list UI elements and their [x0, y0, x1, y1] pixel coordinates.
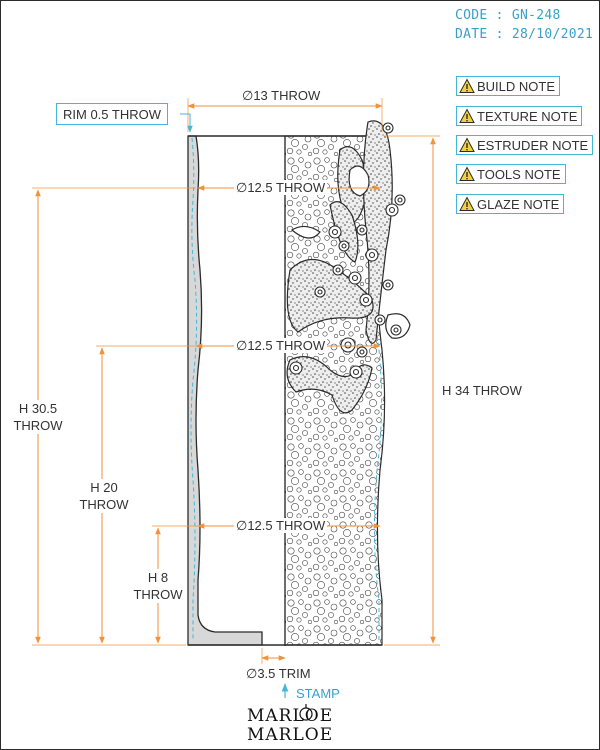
- diameter-upper-label: ∅12.5 THROW: [234, 180, 328, 195]
- rim-thickness-label: RIM 0.5 THROW: [56, 103, 168, 125]
- tools-note-button[interactable]: TOOLS NOTE: [456, 164, 566, 184]
- estruder-note-label: ESTRUDER NOTE: [477, 137, 589, 153]
- texture-note-label: TEXTURE NOTE: [477, 108, 578, 124]
- texture-note-button[interactable]: TEXTURE NOTE: [456, 106, 583, 126]
- rim-leader: [180, 113, 193, 133]
- marloe-logo: [299, 704, 313, 721]
- glaze-note-button[interactable]: GLAZE NOTE: [456, 194, 565, 214]
- height-30-5-label: H 30.5 THROW: [8, 400, 68, 434]
- diameter-mid-label: ∅12.5 THROW: [234, 338, 328, 353]
- diameter-lower-label: ∅12.5 THROW: [234, 518, 328, 533]
- total-height-label: H 34 THROW: [440, 383, 524, 398]
- brand-logo-text: MARLOE: [247, 706, 334, 726]
- warning-icon: [459, 137, 475, 152]
- build-note-button[interactable]: BUILD NOTE: [456, 76, 561, 96]
- warning-icon: [459, 196, 475, 211]
- build-note-label: BUILD NOTE: [477, 78, 556, 94]
- coral-decoration: [286, 120, 411, 414]
- glaze-note-label: GLAZE NOTE: [477, 196, 560, 212]
- height-20-label: H 20 THROW: [74, 479, 134, 513]
- wall-section: [187, 135, 263, 646]
- height-8-label: H 8 THROW: [130, 569, 186, 603]
- stamp-label: STAMP: [296, 686, 340, 701]
- trim-diameter-label: ∅3.5 TRIM: [246, 666, 311, 681]
- drawing-code: CODE : GN-248: [455, 8, 561, 23]
- warning-icon: [459, 108, 475, 123]
- top-diameter-label: ∅13 THROW: [240, 88, 323, 103]
- estruder-note-button[interactable]: ESTRUDER NOTE: [456, 135, 594, 155]
- tools-note-label: TOOLS NOTE: [477, 166, 561, 182]
- brand-name: MARLOE: [247, 725, 334, 745]
- glaze-line-left: [190, 137, 198, 640]
- warning-icon: [459, 166, 475, 181]
- drawing-date: DATE : 28/10/2021: [455, 27, 594, 42]
- warning-icon: [459, 78, 475, 93]
